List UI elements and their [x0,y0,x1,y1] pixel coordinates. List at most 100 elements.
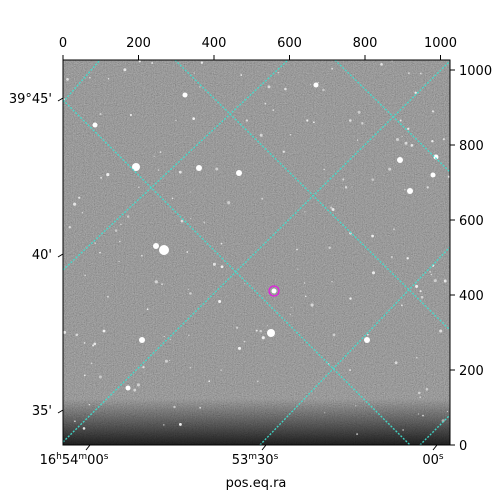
star [304,295,307,298]
star [82,427,86,430]
star [187,288,189,290]
dec-tick-label: 39°45' [9,92,52,107]
star [418,391,421,395]
star [330,206,333,209]
star [243,340,246,343]
ra-tick-label: 00s [422,452,444,468]
star [220,369,222,371]
star [418,413,420,415]
star [349,119,352,122]
star [92,344,95,347]
grid-line [63,99,411,445]
dec-tick-label: 40' [32,248,52,263]
star [393,228,395,231]
ra-tick-label: 53m30s [232,452,279,468]
star [284,87,287,91]
coordinate-grid [63,60,450,445]
right-tick-label: 400 [459,289,484,304]
star [261,336,265,340]
star [203,221,206,224]
star [75,333,79,337]
star [266,325,269,327]
star [328,246,331,250]
star [407,127,410,130]
star [66,78,69,81]
star [159,151,162,154]
star [406,257,409,260]
star [114,229,118,232]
star [433,279,437,283]
star [439,329,443,333]
star [419,396,422,399]
star [277,71,280,74]
star [169,338,171,340]
star [68,226,72,229]
star [199,86,201,88]
star [401,136,403,138]
bright-star [397,157,403,163]
star [208,380,211,383]
star [264,102,267,105]
star [175,119,177,122]
star [426,186,429,189]
bright-star [364,337,370,343]
star [118,240,121,243]
top-tick-label: 600 [277,36,302,51]
star [94,242,96,244]
star [310,83,312,85]
star [331,208,335,211]
ra-tick-label: 16h54m00s [40,452,109,468]
bright-star [236,170,242,176]
star [141,254,143,257]
grid-line [334,60,450,173]
bright-star [159,245,169,255]
star [431,139,434,143]
dec-axis: 39°45' 40' 35' [9,92,64,419]
star [297,268,299,270]
star [349,369,352,372]
star [63,330,67,334]
star [189,292,192,295]
star [215,167,219,171]
star [399,119,402,122]
target-marker [268,285,280,297]
star [161,283,164,286]
star [402,429,404,431]
bright-star [407,188,413,194]
star [331,67,334,70]
star [102,329,106,333]
star [394,361,398,365]
star [304,211,306,213]
star [395,137,400,142]
star [118,260,120,263]
star [342,178,345,181]
star [78,196,81,199]
star [331,280,333,283]
top-tick-label: 1000 [424,36,457,51]
star [136,383,140,387]
bright-star [182,92,188,98]
grid-line [419,414,450,445]
star [415,356,418,359]
star [272,109,274,111]
star [189,366,192,369]
star [188,334,190,337]
star [83,342,86,344]
star [408,72,410,75]
star [356,433,359,436]
star [259,329,262,333]
right-tick-label: 0 [459,439,467,454]
star [171,197,174,200]
right-tick-label: 600 [459,214,484,229]
star [380,63,383,66]
star [164,359,168,363]
bright-star [125,385,131,391]
star [163,424,165,426]
star [419,72,422,75]
star [192,117,196,120]
star [200,61,204,64]
star [351,186,353,188]
star [151,62,154,64]
star [193,72,195,74]
